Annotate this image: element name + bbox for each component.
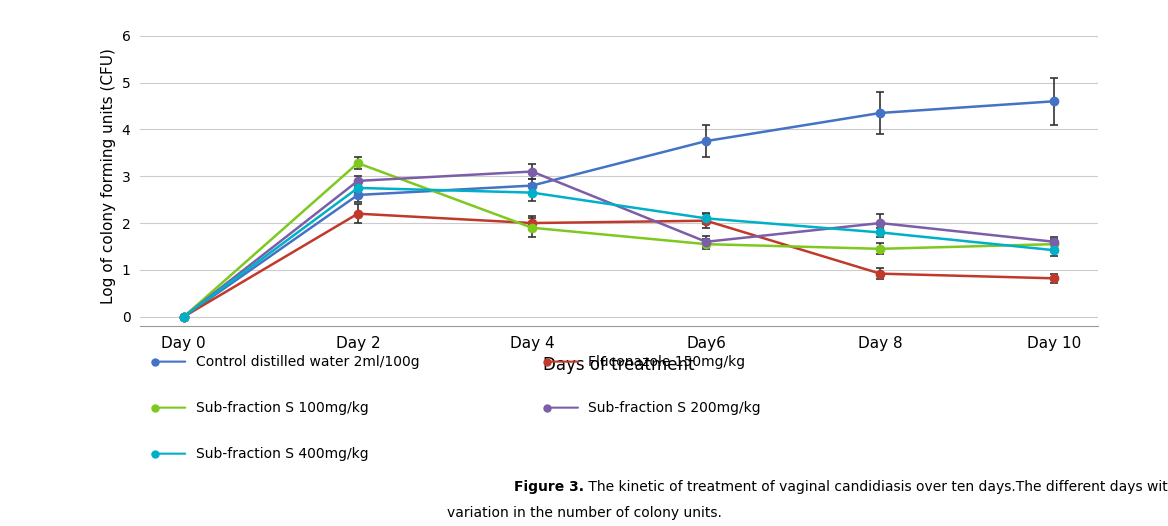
Text: Sub-fraction S 200mg/kg: Sub-fraction S 200mg/kg <box>589 401 762 414</box>
X-axis label: Days of treatment: Days of treatment <box>543 357 695 375</box>
Text: Figure 3.: Figure 3. <box>514 480 584 493</box>
Text: Sub-fraction S 400mg/kg: Sub-fraction S 400mg/kg <box>196 447 368 461</box>
Text: Fluconazole 150mg/kg: Fluconazole 150mg/kg <box>589 355 745 369</box>
Y-axis label: Log of colony forming units (CFU): Log of colony forming units (CFU) <box>100 48 116 304</box>
Text: variation in the number of colony units.: variation in the number of colony units. <box>446 506 722 520</box>
Text: The kinetic of treatment of vaginal candidiasis over ten days.The different days: The kinetic of treatment of vaginal cand… <box>584 480 1168 493</box>
Text: Control distilled water 2ml/100g: Control distilled water 2ml/100g <box>196 355 419 369</box>
Text: Sub-fraction S 100mg/kg: Sub-fraction S 100mg/kg <box>196 401 368 414</box>
